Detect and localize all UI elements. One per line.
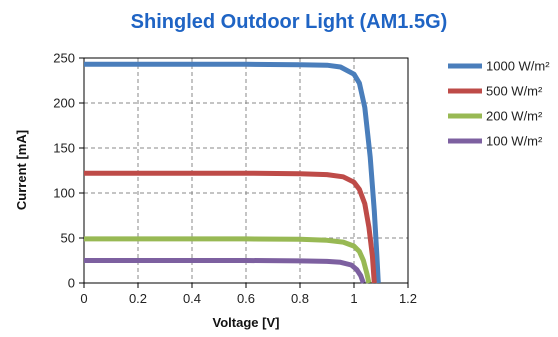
- y-tick-label: 250: [53, 51, 75, 66]
- legend-label-1: 1000 W/m²: [486, 59, 550, 74]
- series-line-3: [84, 236, 372, 284]
- x-tick-label: 1: [350, 291, 357, 306]
- x-tick-label: 0.8: [291, 291, 309, 306]
- y-axis-ticks: 0 50 100 150 200 250: [53, 51, 84, 291]
- y-tick-label: 200: [53, 96, 75, 111]
- chart-title: Shingled Outdoor Light (AM1.5G): [131, 11, 448, 33]
- series-layer: [84, 61, 381, 284]
- y-tick-label: 150: [53, 141, 75, 156]
- x-tick-label: 0: [80, 291, 87, 306]
- x-axis-label: Voltage [V]: [213, 315, 280, 330]
- legend-label-3: 200 W/m²: [486, 109, 543, 124]
- grid-lines: [84, 58, 408, 283]
- series-line-4: [84, 258, 366, 284]
- x-tick-label: 0.4: [183, 291, 201, 306]
- series-line-2: [84, 170, 377, 284]
- legend-label-2: 500 W/m²: [486, 84, 543, 99]
- y-tick-label: 50: [61, 231, 75, 246]
- y-tick-label: 0: [68, 276, 75, 291]
- legend: 1000 W/m² 500 W/m² 200 W/m² 100 W/m²: [448, 59, 550, 149]
- x-tick-label: 0.6: [237, 291, 255, 306]
- x-axis-ticks: 0 0.2 0.4 0.6 0.8 1 1.2: [80, 283, 417, 306]
- legend-label-4: 100 W/m²: [486, 134, 543, 149]
- x-tick-label: 1.2: [399, 291, 417, 306]
- series-line-1: [84, 61, 381, 284]
- y-tick-label: 100: [53, 186, 75, 201]
- x-tick-label: 0.2: [129, 291, 147, 306]
- y-axis-label: Current [mA]: [14, 130, 29, 210]
